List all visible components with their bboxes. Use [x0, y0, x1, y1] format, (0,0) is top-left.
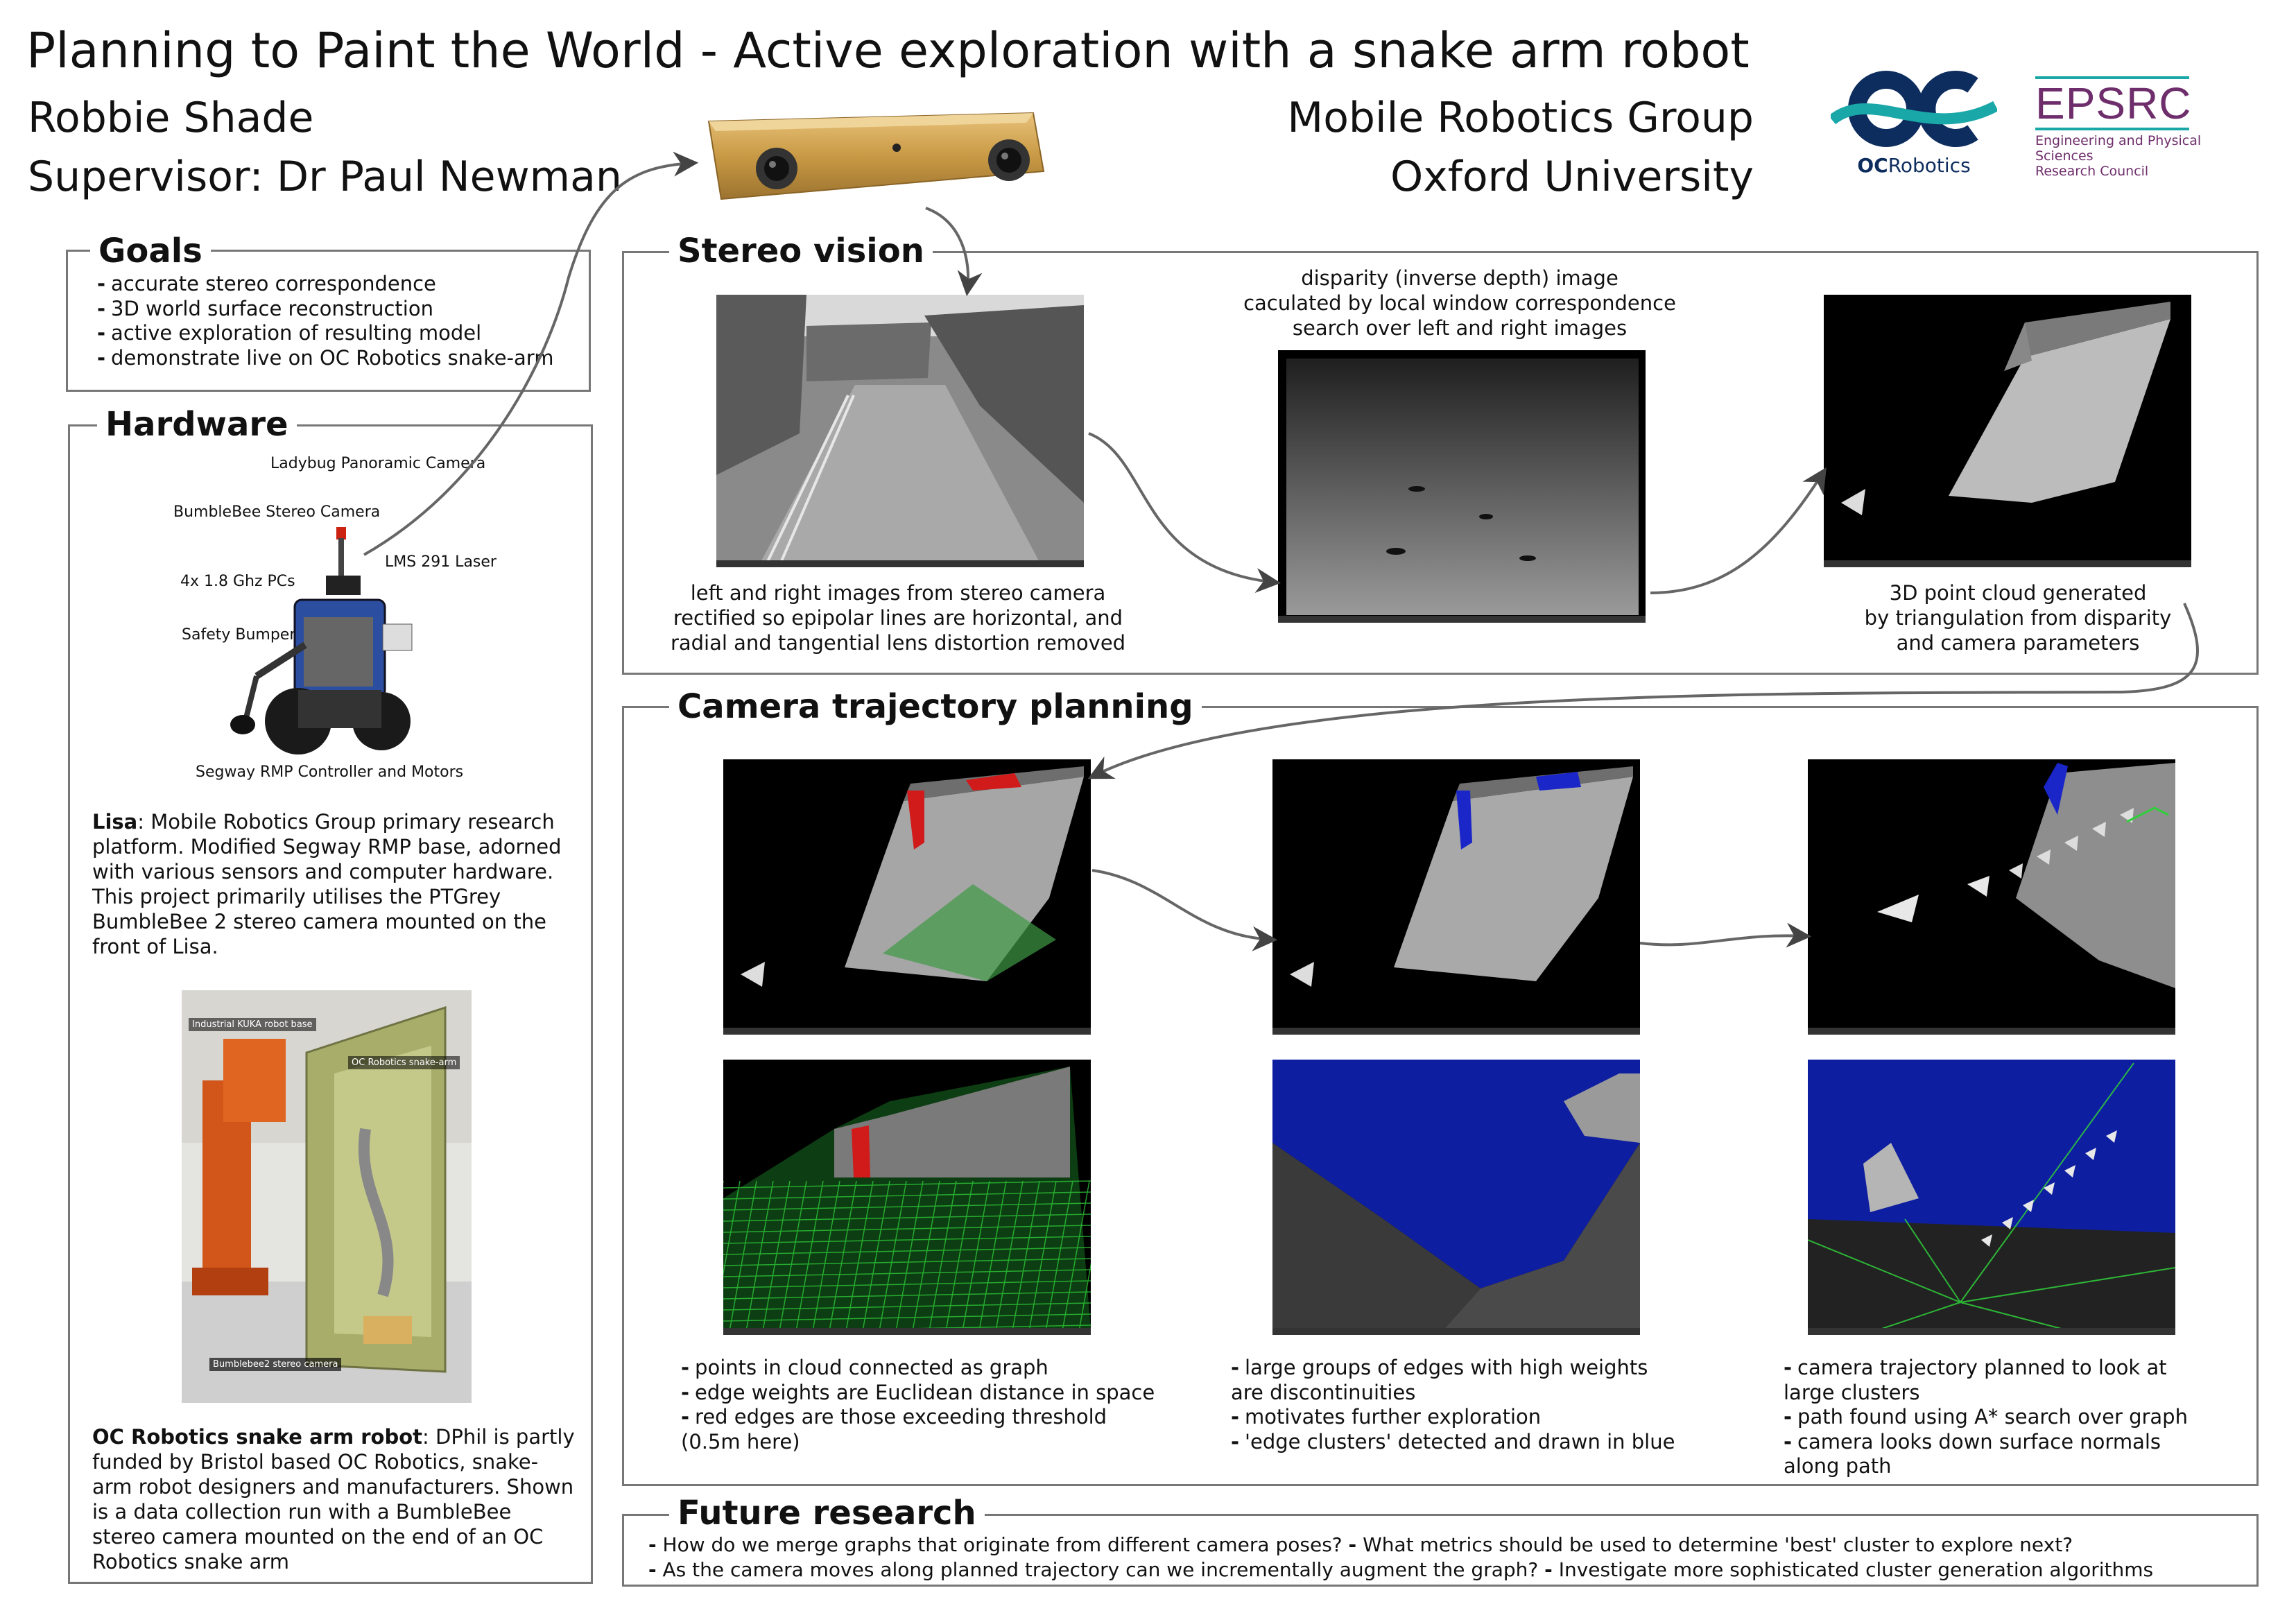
future-line-1: - How do we merge graphs that originate …	[648, 1533, 2073, 1556]
bumblebee-camera-illustration	[700, 107, 1047, 205]
list-item: - path found using A* search over graph	[1784, 1405, 2188, 1429]
planning-bullets-col2: - large groups of edges with high weights…	[1231, 1356, 1675, 1454]
disparity-image	[1278, 350, 1646, 623]
planned-trajectory-image	[1808, 759, 2175, 1035]
epsrc-rule	[2035, 76, 2189, 79]
future-research-panel	[622, 1514, 2259, 1587]
point-cloud-image	[1824, 295, 2191, 567]
snake-arm-photo: Industrial KUKA robot base OC Robotics s…	[182, 990, 472, 1403]
snake-label: OC Robotics snake-arm	[348, 1056, 460, 1069]
epsrc-line1: Engineering and Physical Sciences	[2035, 133, 2202, 164]
list-item: - camera trajectory planned to look at la…	[1784, 1356, 2167, 1404]
list-item: - accurate stereo correspondence	[97, 272, 436, 295]
lms-label: LMS 291 Laser	[385, 553, 497, 571]
graph-red-edges-image	[723, 759, 1091, 1035]
caption-stereo-left: left and right images from stereo camera…	[670, 581, 1126, 655]
list-item: - large groups of edges with high weights…	[1231, 1356, 1648, 1404]
oc-robotics-logo: OCRobotics	[1828, 66, 1999, 177]
oc-robotics-description: OC Robotics snake arm robot: DPhil is pa…	[92, 1425, 575, 1573]
university-name: Oxford University	[1390, 153, 1754, 201]
poster-title: Planning to Paint the World - Active exp…	[26, 22, 1750, 79]
bumblebee-label: BumbleBee Stereo Camera	[173, 503, 381, 521]
list-item: - points in cloud connected as graph	[681, 1356, 1048, 1379]
goals-list: - accurate stereo correspondence -3D worl…	[97, 272, 553, 370]
segway-label: Segway RMP Controller and Motors	[196, 763, 464, 781]
caption-point-cloud: 3D point cloud generated by triangulatio…	[1864, 581, 2172, 655]
epsrc-wordmark: EPSRC	[2035, 78, 2192, 128]
oc-logo-text: OCRobotics	[1857, 154, 1971, 177]
hardware-heading: Hardware	[97, 408, 297, 441]
caption-disparity: disparity (inverse depth) image caculate…	[1243, 266, 1676, 340]
oc-logo-mark-icon	[1828, 71, 1999, 147]
stereo-left-image	[716, 295, 1084, 567]
list-item: -'edge clusters' detected and drawn in b…	[1231, 1429, 1675, 1453]
epsrc-logo: EPSRC Engineering and Physical Sciences …	[2035, 76, 2257, 179]
astar-path-image	[1808, 1060, 2175, 1335]
lisa-robot-illustration	[222, 513, 416, 759]
list-item: -3D world surface reconstruction	[97, 296, 433, 320]
group-name: Mobile Robotics Group	[1287, 94, 1754, 142]
planning-bullets-col3: - camera trajectory planned to look at la…	[1784, 1356, 2188, 1479]
author-name: Robbie Shade	[28, 94, 314, 142]
lisa-description: Lisa: Mobile Robotics Group primary rese…	[92, 810, 562, 958]
list-item: - red edges are those exceeding threshold…	[681, 1405, 1107, 1453]
goals-heading: Goals	[90, 234, 211, 268]
graph-wireframe-image	[723, 1060, 1091, 1335]
kuka-label: Industrial KUKA robot base	[189, 1018, 316, 1031]
bumblebee2-label: Bumblebee2 stereo camera	[209, 1358, 342, 1371]
list-item: - motivates further exploration	[1231, 1405, 1542, 1429]
bumper-label: Safety Bumper	[182, 626, 296, 644]
pcs-label: 4x 1.8 Ghz PCs	[180, 573, 295, 590]
future-heading: Future research	[669, 1496, 985, 1530]
discontinuity-image	[1272, 1060, 1640, 1335]
epsrc-line2: Research Council	[2035, 164, 2149, 179]
supervisor-name: Supervisor: Dr Paul Newman	[28, 153, 622, 201]
list-item: - active exploration of resulting model	[97, 321, 482, 345]
future-line-2: - As the camera moves along planned traj…	[648, 1558, 2154, 1581]
list-item: - edge weights are Euclidean distance in …	[681, 1380, 1155, 1404]
planning-heading: Camera trajectory planning	[669, 690, 1202, 723]
list-item: - camera looks down surface normals along…	[1784, 1429, 2161, 1478]
list-item: - demonstrate live on OC Robotics snake-a…	[97, 345, 554, 370]
ladybug-label: Ladybug Panoramic Camera	[270, 455, 486, 472]
cluster-blue-image	[1272, 759, 1640, 1035]
planning-bullets-col1: - points in cloud connected as graph - edg…	[681, 1356, 1155, 1454]
hardware-panel	[68, 424, 593, 1584]
stereo-heading: Stereo vision	[669, 234, 933, 268]
